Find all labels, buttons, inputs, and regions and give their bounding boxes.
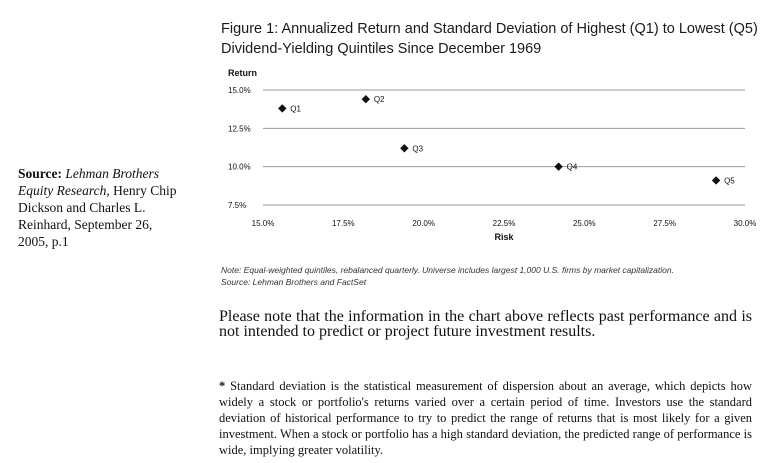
data-point-marker: [400, 144, 409, 153]
note-text: Note: Equal-weighted quintiles, rebalanc…: [221, 265, 674, 275]
gridlines: [263, 89, 745, 206]
x-tick-label: 20.0%: [412, 219, 435, 228]
x-tick-label: 17.5%: [332, 219, 355, 228]
data-point-label: Q2: [374, 95, 385, 104]
y-tick-label: 7.5%: [228, 201, 246, 210]
source-label: Source:: [18, 166, 62, 181]
data-points: Q1 Q2 Q3 Q4 Q5: [278, 95, 735, 185]
performance-disclaimer: Please note that the information in the …: [219, 308, 752, 340]
y-tick-labels: 15.0% 12.5% 10.0% 7.5%: [228, 86, 251, 210]
data-point-label: Q5: [724, 176, 735, 185]
data-point-label: Q1: [290, 104, 301, 113]
figure-note: Note: Equal-weighted quintiles, rebalanc…: [221, 264, 766, 288]
x-axis-title: Risk: [494, 232, 514, 242]
x-tick-label: 15.0%: [252, 219, 275, 228]
data-point-marker: [554, 162, 563, 171]
x-tick-label: 25.0%: [573, 219, 596, 228]
source-details: Henry Chip Dickson and Charles L. Reinha…: [18, 183, 177, 249]
x-tick-labels: 15.0% 17.5% 20.0% 22.5% 25.0% 27.5% 30.0%: [252, 219, 757, 228]
x-tick-label: 30.0%: [734, 219, 757, 228]
data-point-marker: [361, 95, 371, 104]
y-tick-label: 15.0%: [228, 86, 251, 95]
data-point-label: Q3: [412, 144, 423, 153]
data-point-marker: [278, 104, 287, 113]
source-citation: Source: Lehman Brothers Equity Research,…: [18, 165, 178, 250]
y-axis-title: Return: [228, 68, 257, 78]
footnote-marker: *: [219, 379, 226, 393]
footnote-text: Standard deviation is the statistical me…: [219, 379, 752, 457]
x-tick-label: 22.5%: [493, 219, 516, 228]
source-publication: Lehman Brothers Equity Research,: [18, 166, 159, 198]
y-tick-label: 12.5%: [228, 124, 251, 133]
note-source: Source: Lehman Brothers and FactSet: [221, 277, 367, 287]
y-tick-label: 10.0%: [228, 163, 251, 172]
data-point-marker: [711, 176, 721, 185]
scatter-chart: Return Risk 15.0% 12.5% 10.0% 7.5% 15.0% 17.…: [228, 68, 757, 242]
standard-deviation-footnote: * Standard deviation is the statistical …: [219, 378, 752, 458]
data-point-label: Q4: [567, 163, 578, 172]
figure-title: Figure 1: Annualized Return and Standard…: [221, 21, 758, 57]
x-tick-label: 27.5%: [653, 219, 676, 228]
